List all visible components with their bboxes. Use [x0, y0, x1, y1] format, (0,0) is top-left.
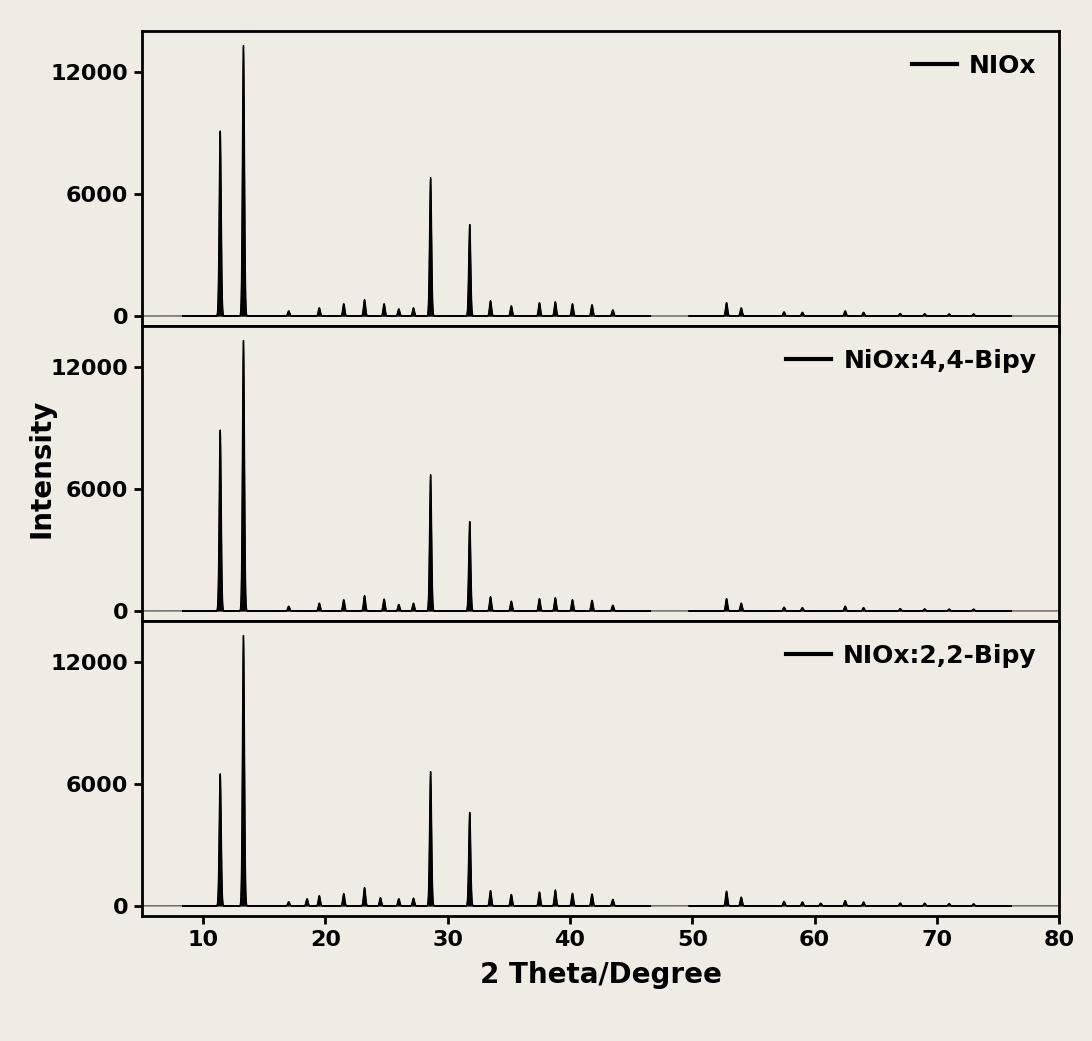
Legend: NiOx:4,4-Bipy: NiOx:4,4-Bipy [776, 338, 1047, 383]
Legend: NIOx: NIOx [902, 44, 1047, 87]
X-axis label: 2 Theta/Degree: 2 Theta/Degree [479, 961, 722, 989]
Text: Intensity: Intensity [27, 399, 56, 538]
Legend: NIOx:2,2-Bipy: NIOx:2,2-Bipy [775, 634, 1047, 678]
